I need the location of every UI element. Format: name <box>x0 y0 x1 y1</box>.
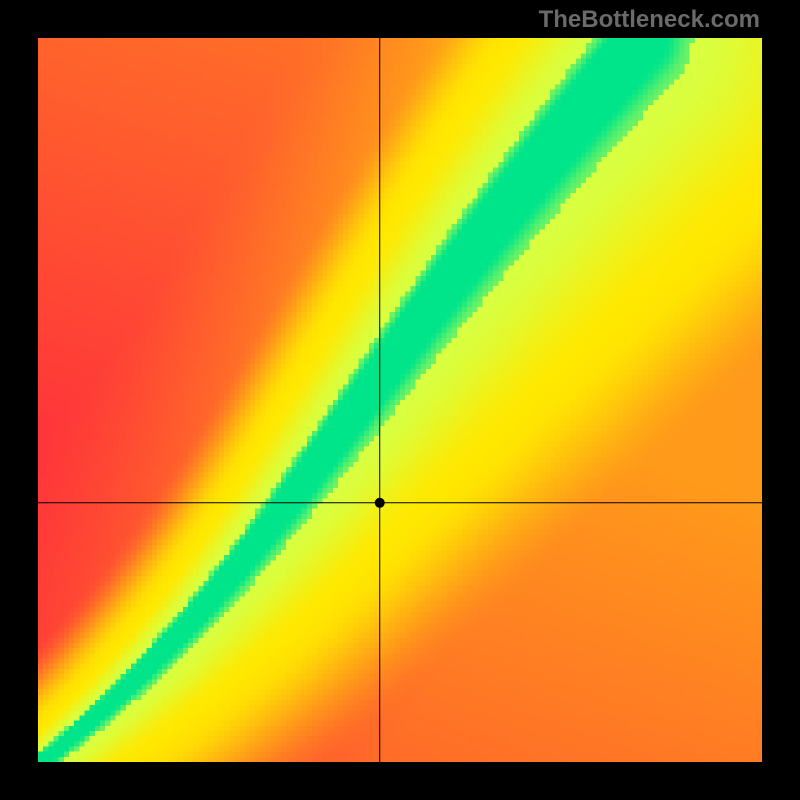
chart-container: TheBottleneck.com <box>0 0 800 800</box>
bottleneck-heatmap <box>38 38 762 762</box>
watermark-text: TheBottleneck.com <box>539 6 760 34</box>
